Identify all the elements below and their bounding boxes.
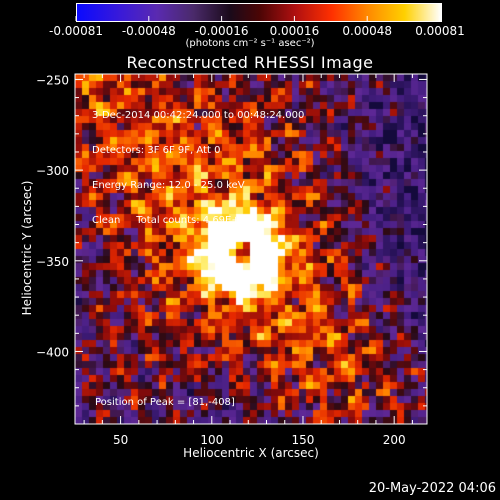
x-tick-label: 50 [113, 433, 128, 447]
plot-border [74, 73, 428, 425]
y-tick-label: −400 [36, 345, 69, 359]
colorbar [76, 3, 442, 22]
colorbar-tick-label: -0.00081 [49, 24, 103, 38]
colorbar-units: (photons cm⁻² s⁻¹ asec⁻²) [185, 38, 315, 49]
info-annotations: 3-Dec-2014 00:42:24.000 to 00:48:24.000 … [92, 87, 304, 238]
colorbar-tick-label: 0.00016 [270, 24, 320, 38]
y-tick-label: −300 [36, 164, 69, 178]
x-tick-label: 200 [383, 433, 406, 447]
heatmap-frame [75, 74, 427, 424]
y-tick-label: −250 [36, 73, 69, 87]
x-tick-label: 100 [200, 433, 223, 447]
colorbar-tick-label: 0.00081 [415, 24, 465, 38]
colorbar-tick-label: 0.00048 [342, 24, 392, 38]
x-tick-label: 150 [292, 433, 315, 447]
colorbar-ticks: -0.00081 -0.00048 -0.00016 0.00016 0.00048 0.… [49, 16, 465, 38]
heatmap-canvas [75, 74, 427, 424]
footer-timestamp: 20-May-2022 04:06 [368, 481, 496, 496]
annotation-energy-range: Energy Range: 12.0 - 25.0 keV [92, 179, 245, 191]
annotation-time-range: 3-Dec-2014 00:42:24.000 to 00:48:24.000 [92, 110, 305, 122]
annotation-detectors: Detectors: 3F 6F 9F, Att 0 [92, 144, 221, 156]
colorbar-tick-label: -0.00048 [122, 24, 176, 38]
y-tick-label: −350 [36, 255, 69, 269]
annotation-clean-counts: Clean Total counts: 4.69E+03 [92, 214, 253, 226]
y-axis-label: Heliocentric Y (arcsec) [20, 180, 34, 316]
peak-position-label: Position of Peak = [81,-408] [95, 397, 235, 408]
x-axis-label: Heliocentric X (arcsec) [183, 446, 319, 460]
colorbar-tick-label: -0.00016 [195, 24, 249, 38]
chart-title: Reconstructed RHESSI Image [126, 53, 374, 72]
